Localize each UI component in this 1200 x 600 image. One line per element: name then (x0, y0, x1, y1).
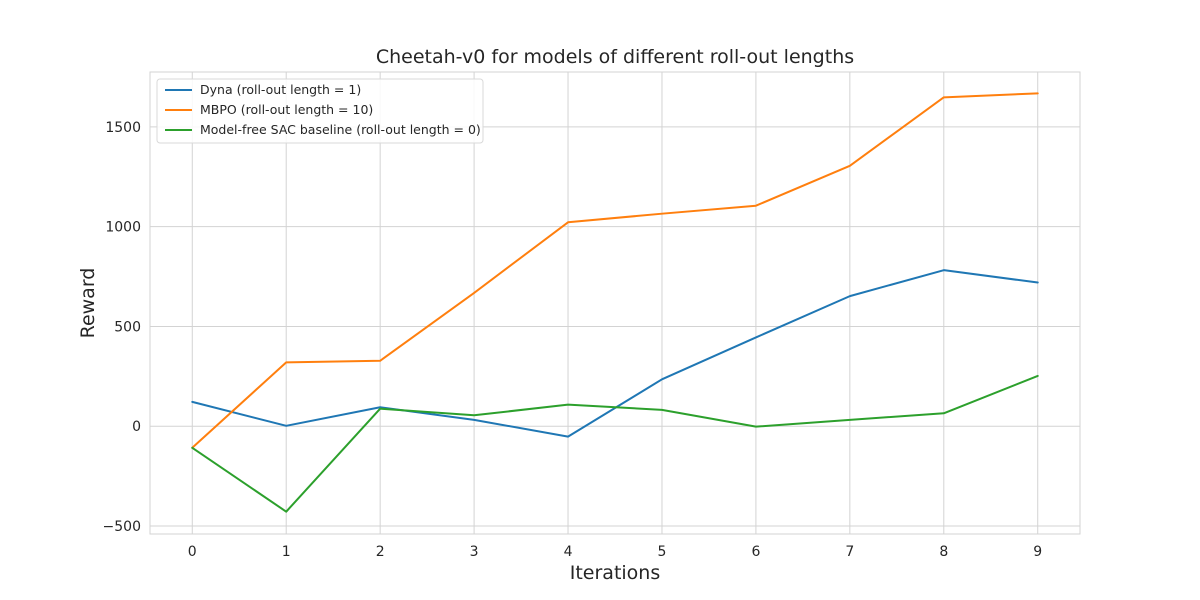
x-tick-label: 6 (751, 544, 760, 560)
x-tick-label: 4 (564, 544, 573, 560)
legend-label-dyna: Dyna (roll-out length = 1) (200, 82, 361, 97)
plot-frame (149, 71, 1081, 535)
y-tick-label: −500 (103, 519, 141, 535)
series-line-mbpo (191, 92, 1039, 449)
x-tick-label: 2 (376, 544, 385, 560)
y-tick-label: 1000 (105, 220, 141, 236)
legend-label-sac: Model-free SAC baseline (roll-out length… (200, 122, 481, 137)
series-line-sac (191, 374, 1039, 513)
x-tick-label: 3 (470, 544, 479, 560)
x-tick-label: 9 (1033, 544, 1042, 560)
x-tick-label: 0 (188, 544, 197, 560)
legend: Dyna (roll-out length = 1) MBPO (roll-ou… (156, 78, 484, 144)
grid (150, 72, 1080, 534)
x-tick-label: 1 (282, 544, 291, 560)
y-tick-label: 0 (132, 419, 141, 435)
y-tick-label: 500 (114, 319, 141, 335)
x-axis-title: Iterations (570, 562, 661, 584)
y-tick-label: 1500 (105, 120, 141, 136)
series-layer (191, 92, 1039, 513)
x-tick-label: 7 (845, 544, 854, 560)
chart-title: Cheetah-v0 for models of different roll-… (376, 46, 854, 68)
y-tick-labels: −500 0 500 1000 1500 (103, 120, 141, 535)
plot-area (150, 72, 1080, 534)
y-axis-title: Reward (77, 268, 99, 339)
x-tick-labels: 0 1 2 3 4 5 6 7 8 9 (188, 544, 1042, 560)
legend-label-mbpo: MBPO (roll-out length = 10) (200, 102, 373, 117)
x-tick-label: 5 (658, 544, 667, 560)
legend-box (156, 78, 484, 144)
x-tick-label: 8 (939, 544, 948, 560)
